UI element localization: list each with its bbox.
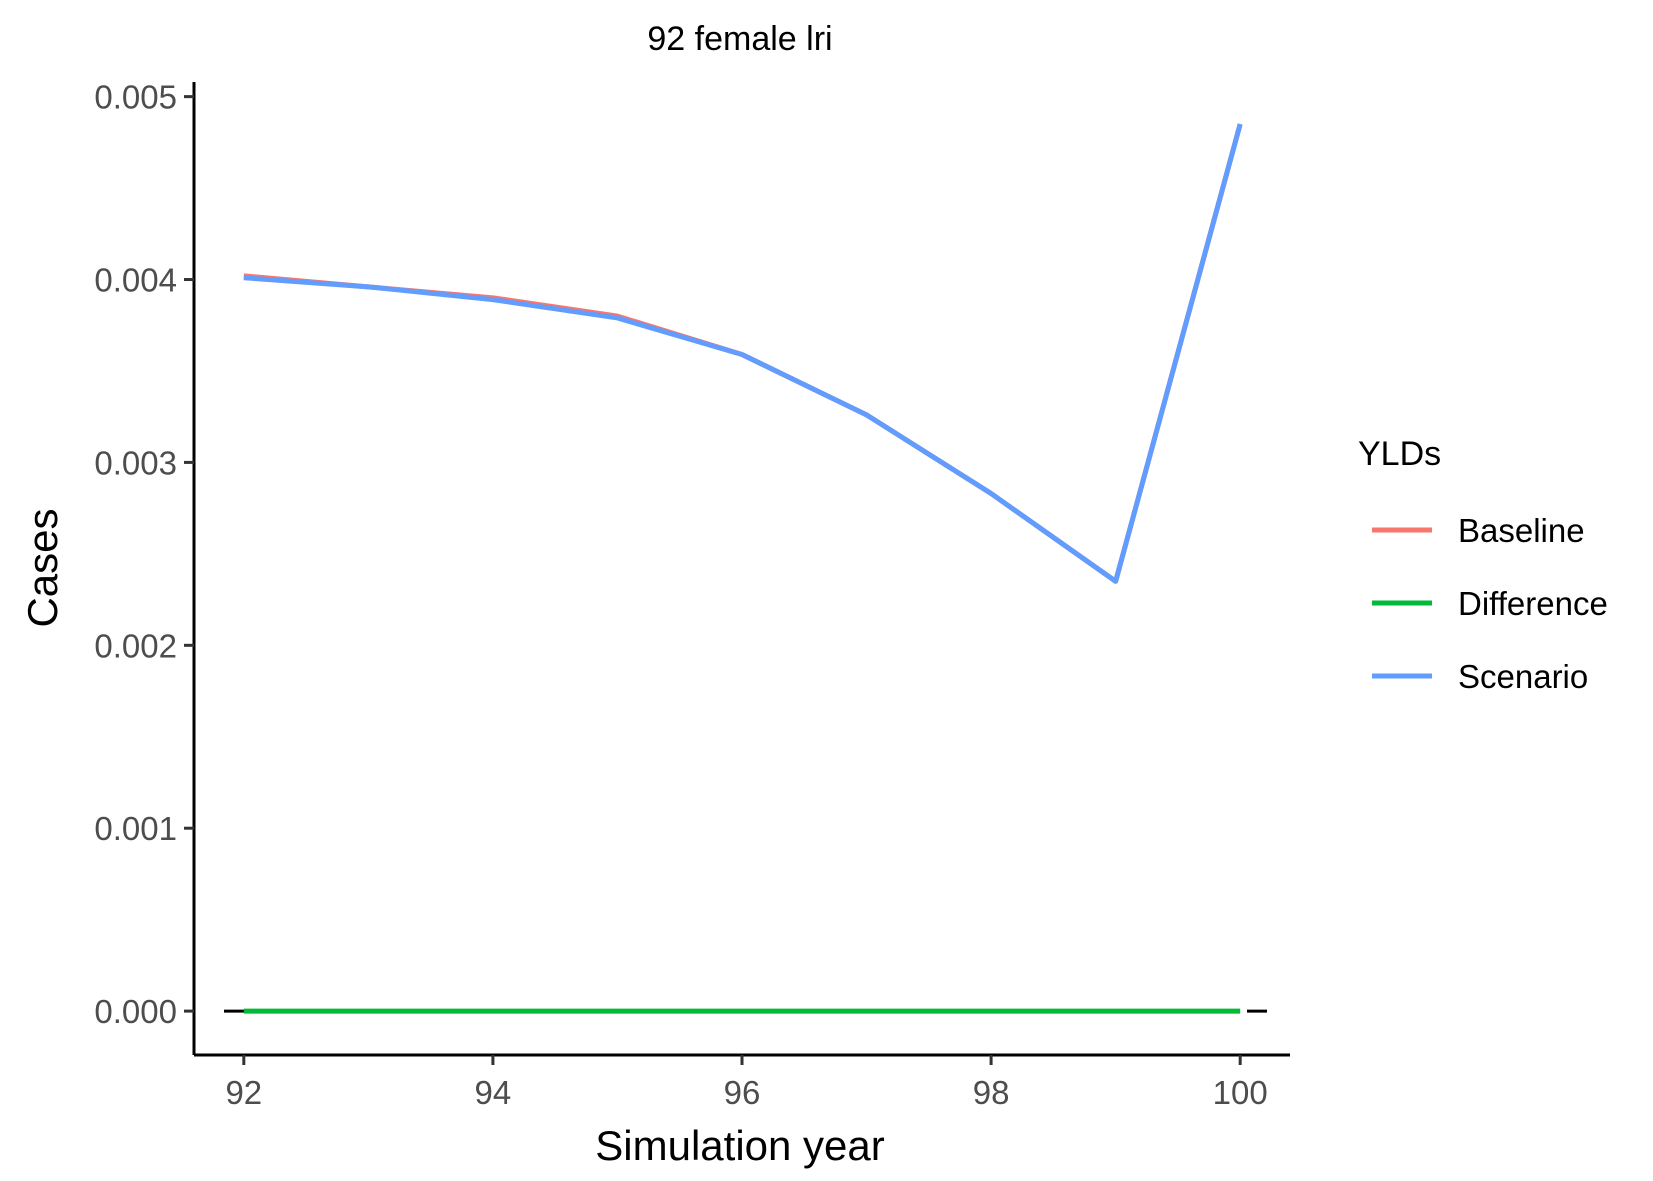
- legend-label-difference: Difference: [1458, 585, 1608, 622]
- y-tick-label: 0.000: [94, 993, 177, 1030]
- legend-title: YLDs: [1358, 435, 1441, 473]
- series-line-scenario: [243, 123, 1243, 584]
- y-tick-label: 0.002: [94, 627, 177, 664]
- chart-title: 92 female lri: [647, 20, 832, 58]
- plot-area: [224, 123, 1280, 1014]
- axes: 0.000 0.001 0.002 0.003 0.004 0.005 92 94 96 98 10…: [94, 79, 1290, 1111]
- x-tick-label: 96: [724, 1074, 761, 1111]
- y-axis-title: Cases: [19, 508, 66, 627]
- x-tick-label: 100: [1213, 1074, 1268, 1111]
- x-tick-label: 94: [475, 1074, 512, 1111]
- y-tick-label: 0.001: [94, 810, 177, 847]
- legend: YLDs Baseline Difference Scenario: [1358, 435, 1608, 695]
- x-tick-label: 98: [973, 1074, 1010, 1111]
- y-tick-label: 0.003: [94, 444, 177, 481]
- y-tick-label: 0.004: [94, 262, 177, 299]
- x-axis-title: Simulation year: [595, 1122, 884, 1169]
- legend-label-scenario: Scenario: [1458, 658, 1588, 695]
- x-tick-label: 92: [225, 1074, 262, 1111]
- legend-label-baseline: Baseline: [1458, 512, 1585, 549]
- y-tick-label: 0.005: [94, 79, 177, 116]
